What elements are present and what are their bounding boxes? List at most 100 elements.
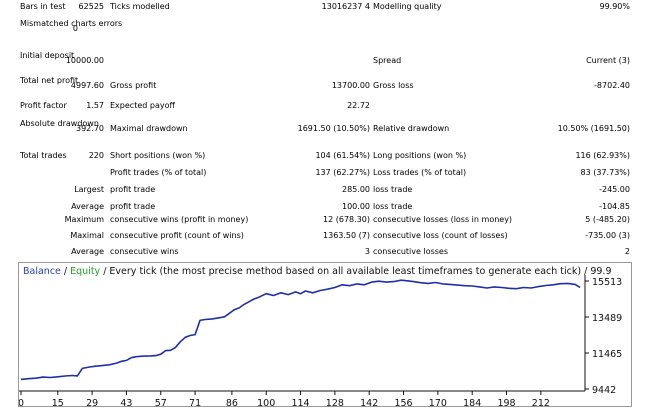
report-label: Profit factor — [20, 101, 67, 110]
report-label: Ticks modelled — [110, 2, 170, 11]
report-value: 13016237 4 — [321, 2, 370, 11]
report-label: Total net profit — [20, 76, 79, 85]
balance-chart-plot: 15513 13489 11465 9442 0 15 29 43 57 71 86 100 114 12… — [19, 275, 622, 408]
report-value: 1691.50 (10.50%) — [297, 124, 370, 133]
x-tick-label: 184 — [463, 398, 481, 408]
report-row: Bars in test 62525 Ticks modelled 13016237 … — [0, 2, 655, 22]
report-value: 1.57 — [86, 101, 104, 110]
report-row: Average profit trade 100.00 loss trade -104.… — [0, 202, 655, 222]
report-label: consecutive loss (count of losses) — [373, 231, 508, 240]
x-tick-label: 198 — [497, 398, 515, 408]
report-label: Mismatched charts errors — [20, 19, 123, 28]
x-tick-label: 156 — [394, 398, 412, 408]
report-label: Loss trades (% of total) — [373, 168, 467, 177]
report-label: Bars in test — [20, 2, 66, 11]
x-tick-label: 128 — [326, 398, 344, 408]
x-tick-label: 43 — [120, 398, 132, 408]
y-tick-label: 9442 — [592, 385, 616, 396]
report-row: Initial deposit 10000.00 Spread Current (3) — [0, 52, 655, 72]
report-row: Largest profit trade 285.00 loss trade -245.… — [0, 185, 655, 205]
report-label: Gross profit — [110, 81, 157, 90]
x-tick-label: 170 — [429, 398, 447, 408]
report-sublabel: Maximum — [64, 215, 104, 224]
report-value: 22.72 — [347, 101, 370, 110]
x-tick-label: 142 — [360, 398, 378, 408]
report-label: Relative drawdown — [373, 124, 450, 133]
report-label: loss trade — [373, 185, 413, 194]
report-label: profit trade — [110, 202, 156, 211]
chart-title-separator: / — [60, 266, 71, 277]
report-label: Gross loss — [373, 81, 414, 90]
report-label: Profit trades (% of total) — [110, 168, 207, 177]
report-value: -8702.40 — [594, 81, 630, 90]
chart-title-equity: Equity — [70, 266, 101, 277]
report-sublabel: Maximal — [70, 231, 104, 240]
chart-title-description: / Every tick (the most precise method ba… — [100, 266, 612, 277]
x-tick-label: 71 — [189, 398, 201, 408]
report-label: Absolute drawdown — [20, 119, 99, 128]
report-row: Maximum consecutive wins (profit in money… — [0, 215, 655, 235]
report-label: consecutive wins — [110, 247, 179, 256]
x-tick-label: 86 — [226, 398, 238, 408]
y-tick-label: 15513 — [592, 277, 622, 288]
report-value: 5 (-485.20) — [585, 215, 630, 224]
chart-title-balance: Balance — [23, 266, 61, 277]
report-row: Average consecutive wins 3 consecutive loss… — [0, 247, 655, 267]
report-value: 3 — [364, 247, 370, 256]
report-row: Maximal consecutive profit (count of wins… — [0, 231, 655, 251]
report-value: 1363.50 (7) — [323, 231, 370, 240]
report-label: profit trade — [110, 185, 156, 194]
report-value: 2 — [624, 247, 630, 256]
report-row: Absolute drawdown 392.70 Maximal drawdown 1… — [0, 120, 655, 140]
report-value: 13700.00 — [331, 81, 370, 90]
x-tick-label: 100 — [257, 398, 275, 408]
report-value: -735.00 (3) — [585, 231, 630, 240]
report-value: -245.00 — [599, 185, 630, 194]
report-value: 392.70 — [76, 124, 104, 133]
report-value: 83 (37.73%) — [580, 168, 630, 177]
x-tick-label: 29 — [86, 398, 98, 408]
report-label: Expected payoff — [110, 101, 175, 110]
report-value: 116 (62.93%) — [575, 151, 630, 160]
balance-line — [20, 279, 581, 381]
report-value: 10.50% (1691.50) — [557, 124, 630, 133]
report-row: Total trades 220 Short positions (won %) 10… — [0, 151, 655, 171]
x-tick-label: 212 — [532, 398, 550, 408]
report-value: 12 (678.30) — [323, 215, 370, 224]
report-value: 285.00 — [342, 185, 370, 194]
report-sublabel: Average — [71, 202, 104, 211]
report-value: 137 (62.27%) — [315, 168, 370, 177]
report-label: Total trades — [20, 151, 67, 160]
balance-chart: Balance / Equity / Every tick (the most … — [18, 262, 632, 408]
report-label: Modelling quality — [373, 2, 442, 11]
report-label: consecutive profit (count of wins) — [110, 231, 244, 240]
report-value: 99.90% — [599, 2, 630, 11]
test-report-table: Bars in test 62525 Ticks modelled 13016237 … — [0, 2, 655, 256]
report-label: consecutive wins (profit in money) — [110, 215, 249, 224]
x-tick-label: 57 — [155, 398, 167, 408]
x-tick-label: 0 — [19, 398, 24, 408]
report-label: consecutive losses — [373, 247, 449, 256]
report-value: 104 (61.54%) — [315, 151, 370, 160]
report-label: Maximal drawdown — [110, 124, 188, 133]
report-label: loss trade — [373, 202, 413, 211]
report-row: Mismatched charts errors 0 — [0, 20, 655, 40]
report-label: Long positions (won %) — [373, 151, 467, 160]
report-row: Profit factor 1.57 Expected payoff 22.72 — [0, 101, 655, 121]
x-tick-label: 15 — [52, 398, 64, 408]
report-value: 4997.60 — [70, 81, 104, 90]
report-row: Total net profit 4997.60 Gross profit 13700… — [0, 77, 655, 97]
report-label: Initial deposit — [20, 51, 75, 60]
report-value: Current (3) — [586, 56, 630, 65]
report-row: Profit trades (% of total) 137 (62.27%) Lo… — [0, 168, 655, 188]
report-value: 220 — [88, 151, 104, 160]
report-label: Short positions (won %) — [110, 151, 206, 160]
report-value: -104.85 — [599, 202, 630, 211]
y-tick-label: 11465 — [592, 349, 622, 360]
chart-title: Balance / Equity / Every tick (the most … — [23, 266, 629, 277]
report-value: 10000.00 — [65, 56, 104, 65]
report-value: 100.00 — [342, 202, 370, 211]
report-label: consecutive losses (loss in money) — [373, 215, 513, 224]
report-sublabel: Average — [71, 247, 104, 256]
y-tick-label: 13489 — [592, 313, 622, 324]
